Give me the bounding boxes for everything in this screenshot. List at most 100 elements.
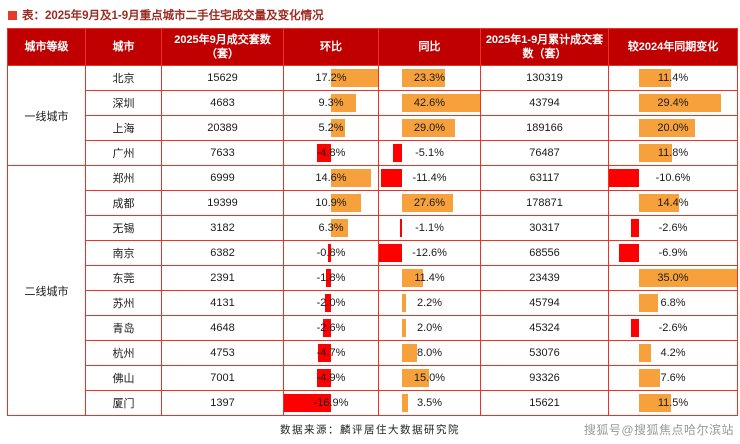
mom-cell: -4.8% xyxy=(283,140,379,166)
positive-data-bar xyxy=(638,343,651,363)
data-source-note: 数据来源：麟评居住大数据研究院 xyxy=(280,424,460,436)
mom-value: 5.2% xyxy=(318,122,344,134)
sep-units-cell: 4131 xyxy=(161,290,284,316)
yoy-value: 42.6% xyxy=(413,97,446,109)
positive-data-bar xyxy=(402,268,423,288)
negative-data-bar xyxy=(609,168,639,188)
mom-value: -16.9% xyxy=(313,397,349,409)
positive-data-bar xyxy=(638,368,661,388)
column-header-cum-units: 2025年1-9月累计成交套数（套） xyxy=(480,28,609,66)
mom-cell: 5.2% xyxy=(283,115,379,141)
vs-2024-cell: 6.8% xyxy=(608,290,738,316)
cum-units-cell: 93326 xyxy=(480,365,609,391)
sep-units-cell: 4753 xyxy=(161,340,284,366)
positive-data-bar xyxy=(402,368,430,388)
positive-data-bar xyxy=(330,168,371,188)
sep-units-cell: 6382 xyxy=(161,240,284,266)
red-square-icon xyxy=(8,10,17,20)
city-cell: 厦门 xyxy=(85,390,162,416)
sep-units-cell: 1397 xyxy=(161,390,284,416)
table-row: 东莞 2391 -1.8% 11.4% 23439 35.0% xyxy=(8,265,738,291)
city-cell: 成都 xyxy=(85,190,162,216)
positive-data-bar xyxy=(638,193,680,213)
city-cell: 广州 xyxy=(85,140,162,166)
city-cell: 东莞 xyxy=(85,265,162,291)
negative-data-bar xyxy=(619,243,639,263)
vs-2024-value: -2.6% xyxy=(658,322,688,334)
positive-data-bar xyxy=(402,118,456,138)
positive-data-bar xyxy=(402,193,453,213)
vs-2024-value: 35.0% xyxy=(657,272,689,284)
mom-value: -4.7% xyxy=(316,347,346,359)
mom-cell: -4.9% xyxy=(283,365,379,391)
sep-units-cell: 3182 xyxy=(161,215,284,241)
cum-units-cell: 45794 xyxy=(480,290,609,316)
positive-data-bar xyxy=(402,318,406,338)
table-row: 无锡 3182 6.3% -1.1% 30317 -2.6% xyxy=(8,215,738,241)
mom-value: -4.8% xyxy=(316,147,346,159)
yoy-cell: 3.5% xyxy=(378,390,481,416)
vs-2024-value: -2.6% xyxy=(658,222,688,234)
column-header-city: 城市 xyxy=(85,28,162,66)
table-row: 苏州 4131 -2.0% 2.2% 45794 6.8% xyxy=(8,290,738,316)
negative-data-bar xyxy=(631,218,639,238)
mom-value: 9.3% xyxy=(318,97,344,109)
negative-data-bar xyxy=(317,143,331,163)
vs-2024-cell: -2.6% xyxy=(608,215,738,241)
cum-units-cell: 15621 xyxy=(480,390,609,416)
sep-units-cell: 7001 xyxy=(161,365,284,391)
negative-data-bar xyxy=(284,393,331,413)
yoy-value: 23.3% xyxy=(413,72,446,84)
positive-data-bar xyxy=(638,268,737,288)
vs-2024-value: 29.4% xyxy=(657,97,689,109)
yoy-value: 11.4% xyxy=(414,272,445,284)
mom-cell: -4.7% xyxy=(283,340,379,366)
cum-units-cell: 53076 xyxy=(480,340,609,366)
vs-2024-cell: 20.0% xyxy=(608,115,738,141)
yoy-value: 29.0% xyxy=(413,122,446,134)
page-title-row: 表：2025年9月及1-9月重点城市二手住宅成交量及变化情况 xyxy=(0,0,740,28)
sep-units-cell: 20389 xyxy=(161,115,284,141)
sep-units-cell: 4683 xyxy=(161,90,284,116)
positive-data-bar xyxy=(330,93,357,113)
negative-data-bar xyxy=(317,343,331,363)
cum-units-cell: 30317 xyxy=(480,215,609,241)
mom-cell: -2.6% xyxy=(283,315,379,341)
cum-units-cell: 43794 xyxy=(480,90,609,116)
negative-data-bar xyxy=(325,293,331,313)
vs-2024-value: -6.9% xyxy=(658,247,688,259)
table-header: 城市等级 城市 2025年9月成交套数（套） 环比 同比 2025年1-9月累计… xyxy=(7,28,738,66)
negative-data-bar xyxy=(317,368,331,388)
positive-data-bar xyxy=(638,293,658,313)
sep-units-cell: 7633 xyxy=(161,140,284,166)
cum-units-cell: 189166 xyxy=(480,115,609,141)
negative-data-bar xyxy=(323,318,331,338)
yoy-value: -1.1% xyxy=(415,222,444,234)
positive-data-bar xyxy=(402,293,407,313)
mom-value: -4.9% xyxy=(316,372,346,384)
yoy-value: 27.6% xyxy=(413,197,446,209)
table-row: 二线城市 郑州 6999 14.6% -11.4% 63117 -10.6% xyxy=(7,165,738,416)
city-cell: 无锡 xyxy=(85,215,162,241)
positive-data-bar xyxy=(330,68,378,88)
positive-data-bar xyxy=(638,393,672,413)
footer: 数据来源：麟评居住大数据研究院 搜狐号@搜狐焦点哈尔滨站 xyxy=(0,422,740,444)
column-header-mom: 环比 xyxy=(283,28,379,66)
tier-cell: 二线城市 xyxy=(7,165,86,416)
mom-value: -0.8% xyxy=(316,247,346,259)
mom-value: 17.2% xyxy=(315,72,347,84)
cum-units-cell: 23439 xyxy=(480,265,609,291)
vs-2024-value: 20.0% xyxy=(657,122,689,134)
mom-cell: 10.9% xyxy=(283,190,379,216)
city-cell: 南京 xyxy=(85,240,162,266)
yoy-cell: 23.3% xyxy=(378,65,481,91)
positive-data-bar xyxy=(330,118,345,138)
positive-data-bar xyxy=(402,393,409,413)
data-table: 城市等级 城市 2025年9月成交套数（套） 环比 同比 2025年1-9月累计… xyxy=(7,28,738,416)
negative-data-bar xyxy=(379,243,403,263)
table-row: 佛山 7001 -4.9% 15.0% 93326 7.6% xyxy=(8,365,738,391)
yoy-value: -11.4% xyxy=(412,172,447,184)
negative-data-bar xyxy=(328,243,331,263)
cum-units-cell: 63117 xyxy=(480,165,609,191)
